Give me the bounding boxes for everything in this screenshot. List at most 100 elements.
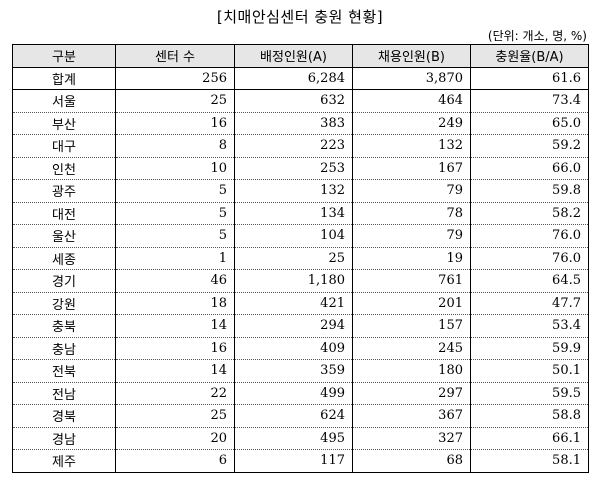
- cell-region: 부산: [12, 112, 116, 135]
- cell-assigned: 132: [234, 179, 353, 203]
- staffing-table: 구분 센터 수 배정인원(A) 채용인원(B) 충원율(B/A) 합계 256 …: [12, 44, 589, 473]
- cell-hired: 132: [352, 134, 471, 158]
- cell-center-count: 5: [115, 202, 235, 225]
- cell-region: 강원: [12, 292, 116, 315]
- cell-assigned: 223: [234, 134, 353, 158]
- table-row: 대구 8 223 132 59.2: [12, 134, 589, 158]
- unit-note: (단위: 개소, 명, %): [487, 29, 587, 43]
- cell-region: 서울: [12, 89, 116, 113]
- cell-region: 광주: [12, 179, 116, 203]
- cell-fill-rate: 66.0: [470, 157, 589, 180]
- cell-region: 충남: [12, 337, 116, 360]
- cell-region: 세종: [12, 247, 116, 270]
- table-row: 인천 10 253 167 66.0: [12, 157, 589, 180]
- table-row: 경기 46 1,180 761 64.5: [12, 269, 589, 293]
- cell-center-count: 1: [115, 247, 235, 270]
- cell-assigned: 495: [234, 427, 353, 450]
- cell-hired: 297: [352, 382, 471, 405]
- cell-center-count: 5: [115, 224, 235, 248]
- cell-fill-rate: 76.0: [470, 224, 589, 248]
- header-assigned: 배정인원(A): [234, 44, 353, 68]
- cell-fill-rate: 59.5: [470, 382, 589, 405]
- cell-fill-rate: 58.2: [470, 202, 589, 225]
- cell-center-count: 20: [115, 427, 235, 450]
- table-row: 대전 5 134 78 58.2: [12, 202, 589, 225]
- cell-assigned: 25: [234, 247, 353, 270]
- cell-fill-rate: 50.1: [470, 359, 589, 383]
- cell-assigned: 359: [234, 359, 353, 383]
- cell-hired: 78: [352, 202, 471, 225]
- cell-hired: 249: [352, 112, 471, 135]
- table-row: 울산 5 104 79 76.0: [12, 224, 589, 248]
- cell-fill-rate: 76.0: [470, 247, 589, 270]
- cell-region: 전남: [12, 382, 116, 405]
- cell-assigned: 624: [234, 404, 353, 428]
- cell-region: 충북: [12, 314, 116, 338]
- table-row: 부산 16 383 249 65.0: [12, 112, 589, 135]
- cell-center-count: 256: [115, 67, 235, 90]
- cell-fill-rate: 59.8: [470, 179, 589, 203]
- cell-center-count: 16: [115, 112, 235, 135]
- cell-center-count: 14: [115, 314, 235, 338]
- cell-fill-rate: 59.2: [470, 134, 589, 158]
- cell-fill-rate: 66.1: [470, 427, 589, 450]
- cell-hired: 79: [352, 179, 471, 203]
- cell-fill-rate: 73.4: [470, 89, 589, 113]
- table-row: 전남 22 499 297 59.5: [12, 382, 589, 405]
- cell-fill-rate: 59.9: [470, 337, 589, 360]
- cell-region: 경북: [12, 404, 116, 428]
- header-hired: 채용인원(B): [352, 44, 471, 68]
- table-row: 세종 1 25 19 76.0: [12, 247, 589, 270]
- cell-region: 제주: [12, 449, 116, 472]
- cell-hired: 79: [352, 224, 471, 248]
- cell-assigned: 294: [234, 314, 353, 338]
- cell-region: 울산: [12, 224, 116, 248]
- cell-hired: 367: [352, 404, 471, 428]
- table-row: 전북 14 359 180 50.1: [12, 359, 589, 383]
- table-title: [치매안심센터 충원 현황]: [216, 8, 384, 26]
- cell-center-count: 14: [115, 359, 235, 383]
- cell-center-count: 25: [115, 89, 235, 113]
- cell-hired: 167: [352, 157, 471, 180]
- cell-region: 전북: [12, 359, 116, 383]
- header-region: 구분: [12, 44, 116, 68]
- table-row: 강원 18 421 201 47.7: [12, 292, 589, 315]
- cell-assigned: 117: [234, 449, 353, 472]
- cell-hired: 245: [352, 337, 471, 360]
- cell-region: 인천: [12, 157, 116, 180]
- cell-assigned: 632: [234, 89, 353, 113]
- cell-center-count: 25: [115, 404, 235, 428]
- cell-hired: 68: [352, 449, 471, 472]
- cell-hired: 180: [352, 359, 471, 383]
- cell-hired: 3,870: [352, 67, 471, 90]
- cell-region: 대전: [12, 202, 116, 225]
- cell-assigned: 383: [234, 112, 353, 135]
- cell-hired: 464: [352, 89, 471, 113]
- cell-fill-rate: 65.0: [470, 112, 589, 135]
- header-center-count: 센터 수: [115, 44, 235, 68]
- table-row: 경남 20 495 327 66.1: [12, 427, 589, 450]
- cell-assigned: 104: [234, 224, 353, 248]
- table-row: 충북 14 294 157 53.4: [12, 314, 589, 338]
- cell-hired: 157: [352, 314, 471, 338]
- cell-region: 경기: [12, 269, 116, 293]
- cell-assigned: 409: [234, 337, 353, 360]
- cell-hired: 327: [352, 427, 471, 450]
- cell-fill-rate: 64.5: [470, 269, 589, 293]
- cell-fill-rate: 47.7: [470, 292, 589, 315]
- total-row: 합계 256 6,284 3,870 61.6: [12, 67, 589, 90]
- cell-center-count: 6: [115, 449, 235, 472]
- cell-center-count: 16: [115, 337, 235, 360]
- table-row: 서울 25 632 464 73.4: [12, 89, 589, 113]
- cell-region: 경남: [12, 427, 116, 450]
- cell-center-count: 22: [115, 382, 235, 405]
- cell-center-count: 5: [115, 179, 235, 203]
- table-row: 광주 5 132 79 59.8: [12, 179, 589, 203]
- cell-assigned: 253: [234, 157, 353, 180]
- table-row: 충남 16 409 245 59.9: [12, 337, 589, 360]
- cell-center-count: 8: [115, 134, 235, 158]
- cell-center-count: 18: [115, 292, 235, 315]
- cell-hired: 19: [352, 247, 471, 270]
- cell-region: 합계: [12, 67, 116, 90]
- cell-assigned: 1,180: [234, 269, 353, 293]
